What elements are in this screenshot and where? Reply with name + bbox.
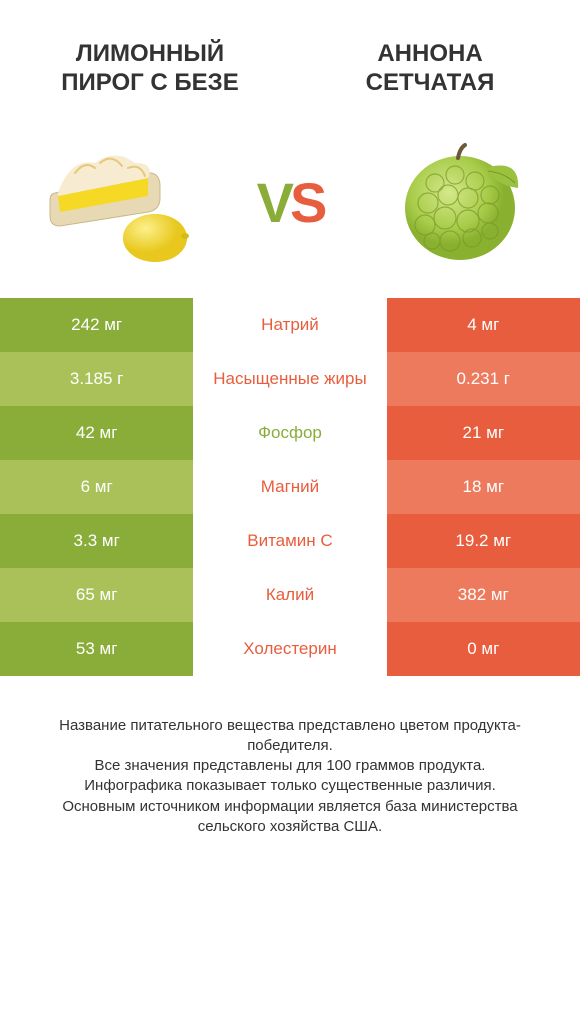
vs-s: S — [290, 171, 323, 234]
nutrient-row: 6 мгМагний18 мг — [0, 460, 580, 514]
nutrient-name: Насыщенные жиры — [193, 352, 386, 406]
vs-label: VS — [257, 170, 324, 235]
footer-line: Название питательного вещества представл… — [30, 716, 550, 757]
product-left-title: ЛИМОННЫЙ ПИРОГ С БЕЗЕ — [50, 40, 250, 98]
nutrient-value-right: 0.231 г — [387, 352, 580, 406]
nutrient-value-left: 3.3 мг — [0, 514, 193, 568]
nutrient-value-right: 19.2 мг — [387, 514, 580, 568]
product-right-title: АННОНА СЕТЧАТАЯ — [330, 40, 530, 98]
nutrient-row: 42 мгФосфор21 мг — [0, 406, 580, 460]
vs-v: V — [257, 171, 290, 234]
nutrient-value-left: 6 мг — [0, 460, 193, 514]
nutrient-row: 3.185 гНасыщенные жиры0.231 г — [0, 352, 580, 406]
nutrient-name: Магний — [193, 460, 386, 514]
nutrient-name: Натрий — [193, 298, 386, 352]
header: ЛИМОННЫЙ ПИРОГ С БЕЗЕ АННОНА СЕТЧАТАЯ — [0, 0, 580, 118]
nutrient-value-left: 42 мг — [0, 406, 193, 460]
nutrient-value-left: 65 мг — [0, 568, 193, 622]
nutrient-value-left: 53 мг — [0, 622, 193, 676]
nutrient-name: Холестерин — [193, 622, 386, 676]
nutrient-row: 3.3 мгВитамин C19.2 мг — [0, 514, 580, 568]
nutrient-value-right: 18 мг — [387, 460, 580, 514]
nutrient-name: Витамин C — [193, 514, 386, 568]
nutrient-value-left: 242 мг — [0, 298, 193, 352]
nutrient-value-right: 0 мг — [387, 622, 580, 676]
product-right-image — [380, 133, 540, 273]
nutrient-name: Фосфор — [193, 406, 386, 460]
nutrient-row: 53 мгХолестерин0 мг — [0, 622, 580, 676]
images-row: VS — [0, 118, 580, 298]
nutrient-name: Калий — [193, 568, 386, 622]
nutrient-table: 242 мгНатрий4 мг3.185 гНасыщенные жиры0.… — [0, 298, 580, 676]
footer-line: Инфографика показывает только существенн… — [30, 776, 550, 796]
nutrient-value-right: 21 мг — [387, 406, 580, 460]
product-left-image — [40, 133, 200, 273]
footer-line: Основным источником информации является … — [30, 797, 550, 838]
footer-line: Все значения представлены для 100 граммо… — [30, 756, 550, 776]
nutrient-row: 242 мгНатрий4 мг — [0, 298, 580, 352]
nutrient-row: 65 мгКалий382 мг — [0, 568, 580, 622]
nutrient-value-right: 4 мг — [387, 298, 580, 352]
nutrient-value-right: 382 мг — [387, 568, 580, 622]
nutrient-value-left: 3.185 г — [0, 352, 193, 406]
footer-notes: Название питательного вещества представл… — [0, 676, 580, 838]
